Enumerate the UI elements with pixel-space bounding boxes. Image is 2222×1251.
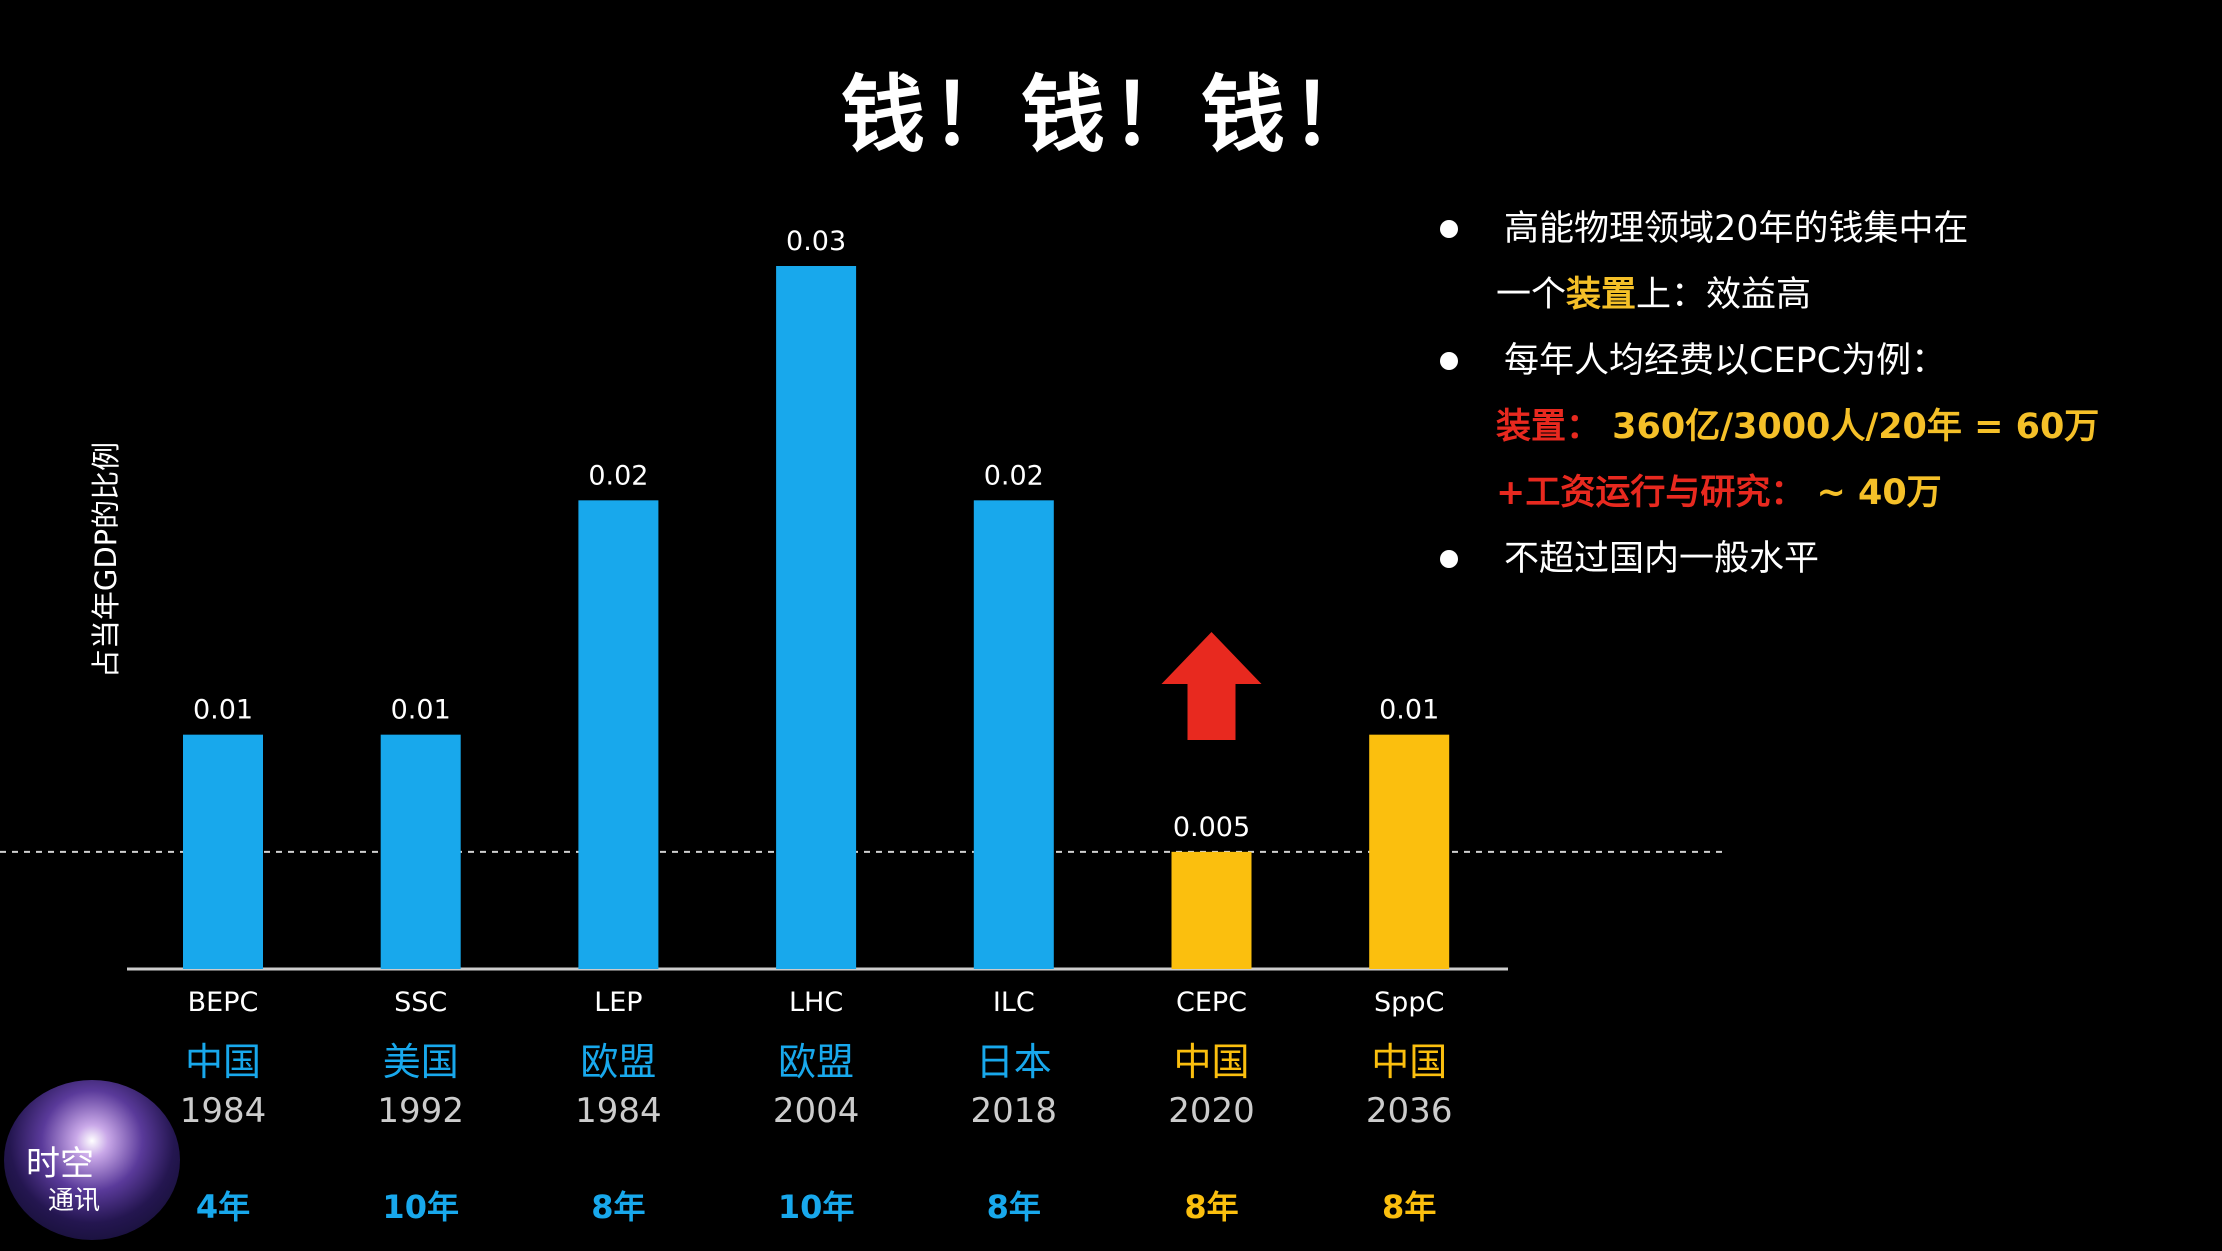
- country-label: 中国: [185, 1040, 261, 1084]
- bullet-text: 不超过国内一般水平: [1504, 539, 1820, 579]
- logo-text-line1: 时空: [26, 1144, 94, 1184]
- year-label: 2004: [773, 1091, 860, 1131]
- bullet-item-1: 高能物理领域20年的钱集中在: [1440, 196, 2210, 262]
- year-label: 2036: [1366, 1091, 1453, 1131]
- data-label: 0.02: [588, 460, 648, 491]
- year-label: 1984: [575, 1091, 662, 1131]
- bullet-item-2-extra: +工资运行与研究： ~ 40万: [1440, 460, 2210, 526]
- up-arrow-icon: [1161, 632, 1262, 740]
- tick-label: SSC: [394, 987, 447, 1018]
- country-label: 日本: [976, 1040, 1052, 1084]
- data-label: 0.02: [984, 460, 1044, 491]
- bullet-list: 高能物理领域20年的钱集中在 一个装置上：效益高 每年人均经费以CEPC为例： …: [1440, 196, 2210, 592]
- data-label: 0.01: [391, 695, 451, 726]
- year-label: 2020: [1168, 1091, 1255, 1131]
- highlight-text: 装置: [1566, 275, 1637, 315]
- extra-label: +工资运行与研究：: [1496, 473, 1806, 513]
- extra-value: ~ 40万: [1816, 473, 1942, 513]
- duration-label: 8年: [1382, 1188, 1436, 1226]
- bullet-dot: [1440, 220, 1458, 238]
- country-label: 欧盟: [778, 1040, 854, 1084]
- year-label: 1984: [180, 1091, 267, 1131]
- country-label: 欧盟: [580, 1040, 656, 1084]
- bar-LHC: [776, 266, 857, 969]
- formula-value: 360亿/3000人/20年 = 60万: [1612, 407, 2100, 447]
- bullet-text: 一个: [1496, 275, 1567, 315]
- tick-label: LHC: [789, 987, 843, 1018]
- bar-BEPC: [183, 734, 263, 969]
- duration-label: 8年: [1184, 1188, 1238, 1226]
- data-label: 0.01: [1379, 695, 1439, 726]
- country-label: 中国: [1173, 1040, 1249, 1084]
- formula-label: 装置：: [1496, 407, 1602, 447]
- bullet-text: 高能物理领域20年的钱集中在: [1504, 209, 1969, 249]
- bullet-item-1-continuation: 一个装置上：效益高: [1440, 262, 2210, 328]
- bar-ILC: [973, 500, 1054, 969]
- slide-title: 钱！钱！钱！: [840, 66, 1381, 164]
- bullet-dot: [1440, 550, 1458, 568]
- bullet-text: 上：效益高: [1636, 275, 1812, 315]
- year-label: 1992: [377, 1091, 464, 1131]
- country-label: 中国: [1371, 1040, 1447, 1084]
- year-label: 2018: [971, 1091, 1058, 1131]
- data-label: 0.03: [786, 226, 846, 257]
- logo: 时空 通讯: [4, 1080, 180, 1240]
- tick-label: ILC: [993, 987, 1035, 1018]
- bar-SppC: [1369, 734, 1450, 969]
- tick-label: SppC: [1374, 987, 1444, 1018]
- bullet-item-3: 不超过国内一般水平: [1440, 526, 2210, 592]
- data-label: 0.005: [1173, 812, 1250, 843]
- duration-label: 8年: [987, 1188, 1041, 1226]
- duration-label: 10年: [382, 1188, 459, 1226]
- tick-label: LEP: [594, 987, 642, 1018]
- logo-text-line2: 通讯: [48, 1186, 101, 1216]
- bullet-item-2: 每年人均经费以CEPC为例：: [1440, 328, 2210, 394]
- bar-SSC: [380, 734, 461, 969]
- bullet-text: 每年人均经费以CEPC为例：: [1504, 341, 1947, 381]
- bar-CEPC: [1171, 851, 1252, 969]
- tick-label: CEPC: [1176, 987, 1247, 1018]
- bullet-item-2-formula: 装置： 360亿/3000人/20年 = 60万: [1440, 394, 2210, 460]
- tick-label: BEPC: [188, 987, 259, 1018]
- data-label: 0.01: [193, 695, 253, 726]
- duration-label: 4年: [196, 1188, 250, 1226]
- bullet-dot: [1440, 352, 1458, 370]
- country-label: 美国: [383, 1040, 459, 1084]
- duration-label: 10年: [778, 1188, 855, 1226]
- duration-label: 8年: [591, 1188, 645, 1226]
- bar-LEP: [578, 500, 659, 969]
